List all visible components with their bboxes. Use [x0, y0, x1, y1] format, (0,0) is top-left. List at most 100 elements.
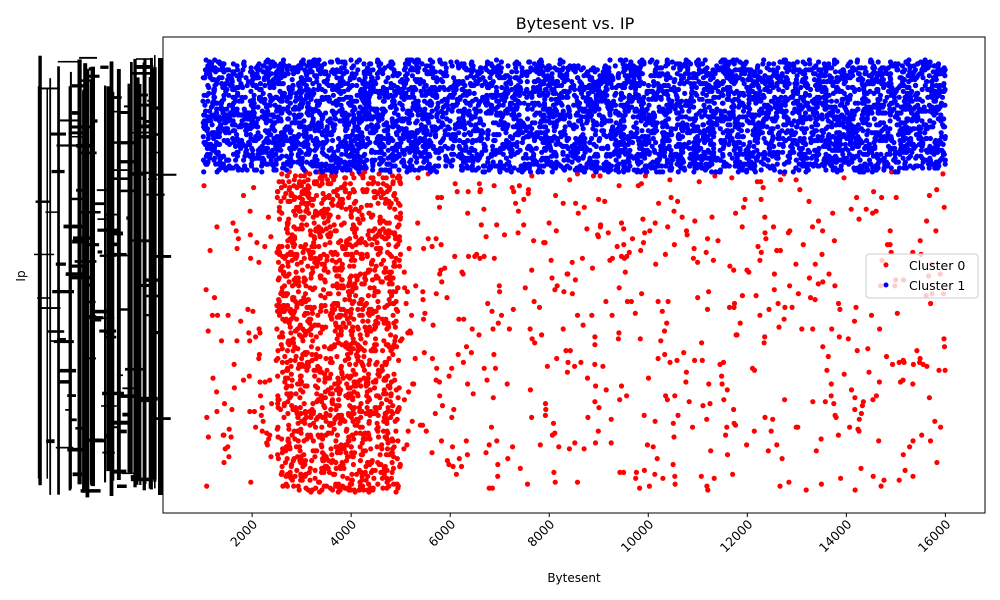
scatter-point: [900, 452, 906, 458]
scatter-point: [352, 371, 358, 377]
scatter-point: [400, 157, 406, 163]
scatter-point: [378, 218, 384, 224]
scatter-point: [313, 334, 319, 340]
scatter-point: [667, 177, 673, 183]
scatter-point: [517, 465, 523, 471]
scatter-point: [782, 169, 788, 175]
scatter-point: [298, 243, 304, 250]
scatter-point: [910, 381, 916, 387]
scatter-point: [856, 216, 862, 222]
scatter-point: [313, 424, 319, 430]
scatter-point: [328, 173, 335, 179]
scatter-point: [364, 389, 370, 395]
y-tick-label-stroke: [60, 119, 78, 122]
scatter-point: [367, 285, 373, 291]
scatter-point: [319, 369, 325, 375]
scatter-point: [343, 450, 349, 456]
scatter-point: [371, 179, 377, 185]
scatter-point: [350, 461, 356, 468]
scatter-point: [315, 397, 321, 403]
scatter-point: [291, 196, 297, 202]
scatter-point: [357, 458, 363, 464]
scatter-point: [354, 471, 360, 477]
scatter-point: [251, 408, 257, 415]
y-tick-label-stroke: [144, 120, 152, 123]
scatter-point: [711, 100, 718, 106]
scatter-point: [777, 177, 784, 183]
scatter-point: [760, 185, 766, 191]
scatter-point: [765, 448, 771, 454]
scatter-point: [201, 169, 207, 175]
scatter-point: [292, 212, 298, 218]
scatter-point: [316, 243, 322, 250]
scatter-point: [284, 273, 290, 279]
scatter-point: [926, 192, 933, 199]
scatter-point: [378, 261, 384, 267]
scatter-point: [375, 393, 381, 399]
scatter-point: [579, 255, 586, 261]
scatter-point: [310, 448, 316, 454]
scatter-point: [280, 304, 286, 310]
scatter-point: [329, 359, 335, 365]
scatter-point: [509, 444, 516, 450]
scatter-point: [321, 403, 327, 409]
y-tick-label-stroke: [78, 151, 97, 155]
scatter-point: [757, 312, 763, 318]
scatter-point: [514, 149, 521, 155]
scatter-point: [375, 434, 382, 440]
scatter-point: [302, 383, 308, 389]
scatter-point: [793, 261, 799, 267]
scatter-point: [397, 202, 403, 208]
scatter-point: [329, 399, 335, 405]
scatter-point: [257, 379, 263, 385]
scatter-point: [934, 187, 940, 193]
scatter-point: [818, 436, 824, 442]
scatter-point: [314, 448, 320, 454]
scatter-point: [254, 240, 260, 246]
scatter-point: [392, 324, 398, 330]
scatter-point: [706, 289, 712, 295]
scatter-point: [919, 432, 925, 438]
scatter-point: [392, 190, 398, 197]
scatter-point: [275, 405, 281, 411]
scatter-point: [637, 336, 643, 342]
scatter-point: [762, 334, 768, 340]
scatter-point: [350, 336, 356, 342]
scatter-point: [580, 65, 587, 71]
scatter-point: [818, 481, 825, 487]
scatter-point: [873, 208, 879, 214]
scatter-point: [936, 367, 942, 373]
scatter-point: [327, 420, 333, 426]
scatter-point: [744, 267, 750, 273]
scatter-point: [310, 401, 316, 407]
scatter-point: [289, 403, 295, 409]
scatter-point: [465, 253, 472, 259]
y-tick-label-stroke: [117, 484, 127, 488]
scatter-point: [671, 242, 678, 248]
scatter-point: [607, 57, 613, 63]
scatter-point: [446, 373, 452, 379]
scatter-point: [247, 338, 253, 344]
scatter-point: [592, 440, 599, 446]
scatter-point: [707, 401, 713, 407]
scatter-point: [318, 293, 324, 299]
scatter-point: [285, 243, 291, 250]
scatter-point: [593, 383, 599, 389]
scatter-point: [376, 171, 382, 177]
y-tick-label-stroke: [102, 451, 115, 454]
scatter-point: [259, 108, 265, 114]
scatter-point: [370, 346, 376, 352]
scatter-point: [349, 432, 355, 438]
scatter-point: [350, 406, 356, 413]
scatter-point: [719, 373, 725, 379]
scatter-point: [307, 465, 313, 471]
scatter-point: [247, 208, 253, 214]
y-tick-label-stroke: [86, 300, 96, 304]
scatter-point: [378, 461, 384, 468]
scatter-point: [650, 444, 656, 450]
y-tick-label-stroke: [71, 136, 87, 138]
scatter-point: [537, 442, 543, 448]
scatter-point: [376, 230, 382, 236]
scatter-point: [275, 401, 281, 407]
